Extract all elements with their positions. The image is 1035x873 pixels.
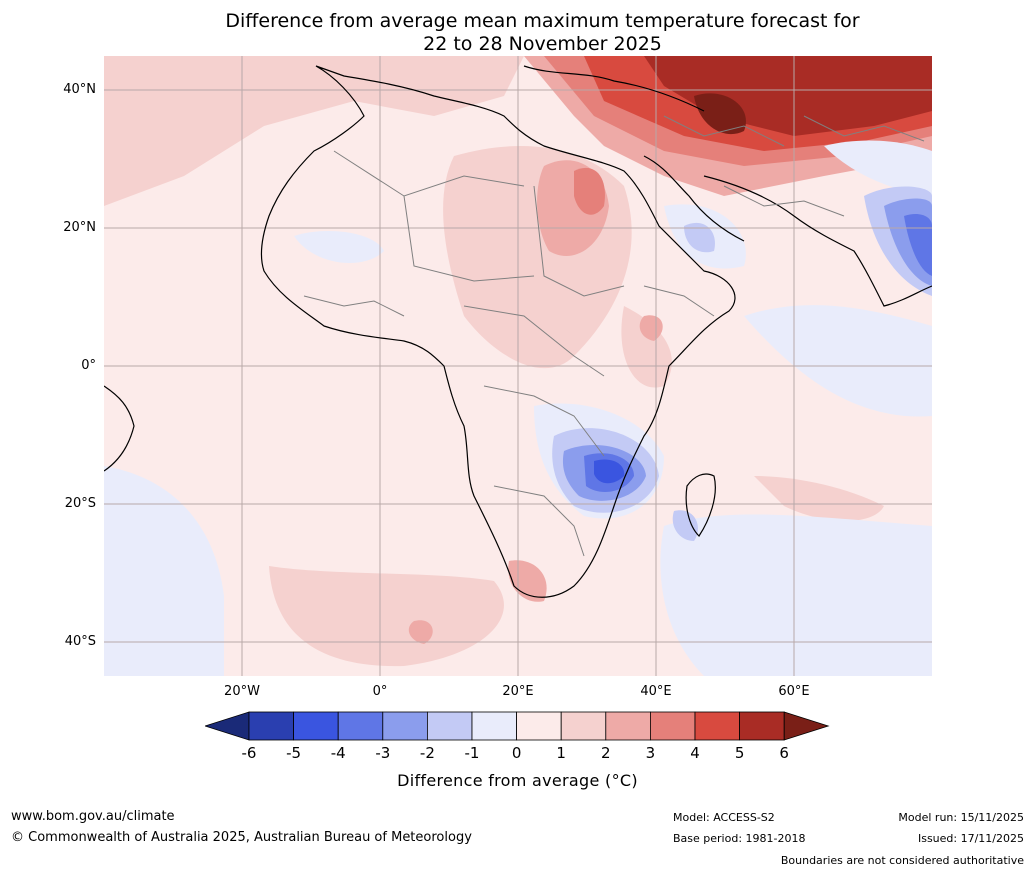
lon-label-0: 0°	[372, 684, 388, 699]
footer-copyright: © Commonwealth of Australia 2025, Austra…	[11, 830, 472, 845]
colorbar-cell	[605, 711, 651, 741]
footer-model-run: Model run: 15/11/2025	[898, 811, 1024, 824]
colorbar-tick-label: -3	[375, 744, 391, 762]
chart-title-line1: Difference from average mean maximum tem…	[225, 10, 860, 32]
colorbar-cell	[382, 711, 428, 741]
lon-label-40e: 40°E	[640, 684, 672, 699]
colorbar-cell	[560, 711, 607, 741]
lon-label-20w: 20°W	[224, 684, 260, 699]
colorbar-tick-label: -5	[286, 744, 302, 762]
colorbar-cell	[426, 711, 473, 741]
colorbar-tick-label: -4	[330, 744, 346, 762]
colorbar-extend-high	[783, 711, 830, 741]
footer-disclaimer: Boundaries are not considered authoritat…	[780, 854, 1024, 867]
country-borders	[303, 115, 925, 557]
colorbar-cell	[248, 711, 294, 741]
anomaly-minus1-region	[104, 140, 932, 676]
footer-website[interactable]: www.bom.gov.au/climate	[11, 809, 175, 824]
colorbar-tick-label: 3	[645, 744, 656, 762]
colorbar-cell	[337, 711, 384, 741]
colorbar-tick-label: 0	[511, 744, 522, 762]
lon-label-20e: 20°E	[502, 684, 534, 699]
footer-issued: Issued: 17/11/2025	[917, 832, 1024, 845]
anomaly-plus6-region	[694, 93, 746, 135]
footer-base-period: Base period: 1981-2018	[673, 832, 806, 845]
lon-label-60e: 60°E	[778, 684, 810, 699]
colorbar-tick-label: -2	[419, 744, 435, 762]
colorbar-cell	[516, 711, 562, 741]
coastlines	[104, 65, 932, 598]
colorbar-cell	[694, 711, 740, 741]
colorbar-label: Difference from average (°C)	[397, 771, 638, 790]
colorbar-cell	[739, 711, 785, 741]
colorbar-tick-label: -6	[241, 744, 257, 762]
colorbar-tick-label: 4	[690, 744, 700, 762]
lat-label-20n: 20°N	[63, 220, 96, 235]
colorbar-tick-label: 1	[556, 744, 566, 762]
lat-label-0: 0°	[81, 358, 96, 373]
colorbar-tick-label: 6	[779, 744, 789, 762]
colorbar-tick-label: -1	[464, 744, 480, 762]
graticule	[104, 56, 932, 676]
footer-model: Model: ACCESS-S2	[673, 811, 775, 824]
colorbar-tick-label: 2	[601, 744, 611, 762]
colorbar-cell	[471, 711, 517, 741]
lat-label-40n: 40°N	[63, 82, 96, 97]
colorbar-tick-label: 5	[734, 744, 745, 762]
colorbar	[205, 711, 830, 741]
lat-label-20s: 20°S	[64, 496, 96, 511]
lat-label-40s: 40°S	[64, 634, 96, 649]
forecast-map	[104, 56, 932, 676]
colorbar-cell	[649, 711, 696, 741]
colorbar-extend-low	[205, 711, 250, 741]
colorbar-cell	[293, 711, 339, 741]
chart-title-line2: 22 to 28 November 2025	[423, 33, 662, 55]
map-canvas	[104, 56, 932, 676]
anomaly-minus5-region	[594, 459, 625, 484]
